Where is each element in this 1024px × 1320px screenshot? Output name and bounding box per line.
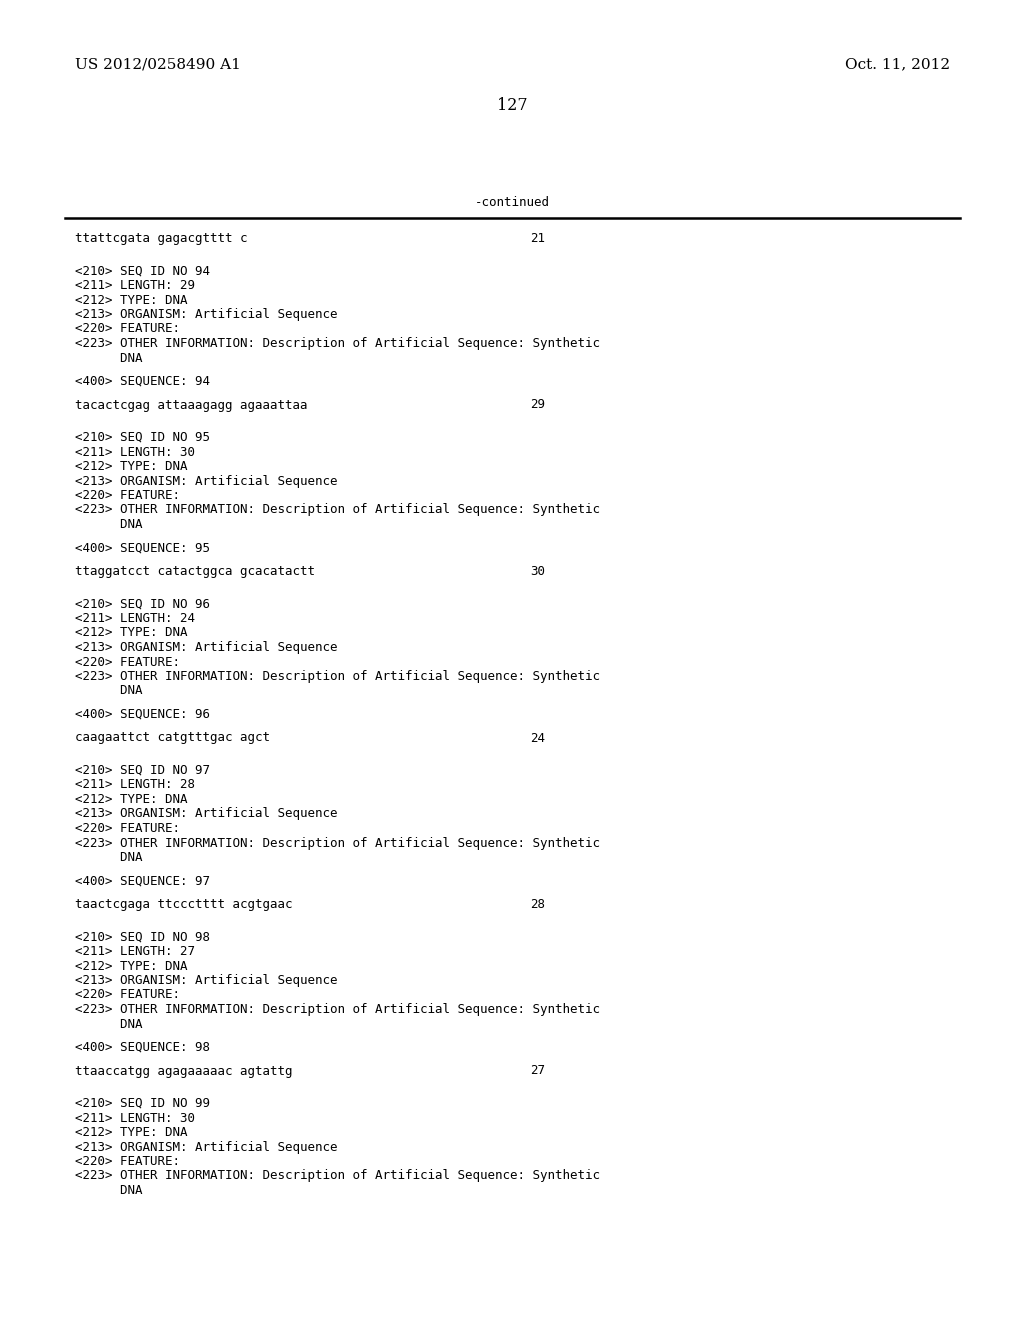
Text: <400> SEQUENCE: 94: <400> SEQUENCE: 94	[75, 375, 210, 388]
Text: <211> LENGTH: 28: <211> LENGTH: 28	[75, 779, 195, 792]
Text: <213> ORGANISM: Artificial Sequence: <213> ORGANISM: Artificial Sequence	[75, 1140, 338, 1154]
Text: <220> FEATURE:: <220> FEATURE:	[75, 989, 180, 1002]
Text: <213> ORGANISM: Artificial Sequence: <213> ORGANISM: Artificial Sequence	[75, 474, 338, 487]
Text: 21: 21	[530, 232, 545, 246]
Text: 127: 127	[497, 96, 527, 114]
Text: Oct. 11, 2012: Oct. 11, 2012	[845, 57, 950, 71]
Text: US 2012/0258490 A1: US 2012/0258490 A1	[75, 57, 241, 71]
Text: <213> ORGANISM: Artificial Sequence: <213> ORGANISM: Artificial Sequence	[75, 974, 338, 987]
Text: DNA: DNA	[75, 1184, 142, 1197]
Text: 24: 24	[530, 731, 545, 744]
Text: <220> FEATURE:: <220> FEATURE:	[75, 822, 180, 836]
Text: DNA: DNA	[75, 851, 142, 865]
Text: DNA: DNA	[75, 351, 142, 364]
Text: 27: 27	[530, 1064, 545, 1077]
Text: <211> LENGTH: 30: <211> LENGTH: 30	[75, 446, 195, 458]
Text: ttattcgata gagacgtttt c: ttattcgata gagacgtttt c	[75, 232, 248, 246]
Text: <212> TYPE: DNA: <212> TYPE: DNA	[75, 459, 187, 473]
Text: <223> OTHER INFORMATION: Description of Artificial Sequence: Synthetic: <223> OTHER INFORMATION: Description of …	[75, 671, 600, 682]
Text: DNA: DNA	[75, 1018, 142, 1031]
Text: <220> FEATURE:: <220> FEATURE:	[75, 322, 180, 335]
Text: <212> TYPE: DNA: <212> TYPE: DNA	[75, 627, 187, 639]
Text: 30: 30	[530, 565, 545, 578]
Text: <212> TYPE: DNA: <212> TYPE: DNA	[75, 1126, 187, 1139]
Text: 28: 28	[530, 898, 545, 911]
Text: <223> OTHER INFORMATION: Description of Artificial Sequence: Synthetic: <223> OTHER INFORMATION: Description of …	[75, 1003, 600, 1016]
Text: DNA: DNA	[75, 517, 142, 531]
Text: <212> TYPE: DNA: <212> TYPE: DNA	[75, 793, 187, 807]
Text: <210> SEQ ID NO 99: <210> SEQ ID NO 99	[75, 1097, 210, 1110]
Text: <223> OTHER INFORMATION: Description of Artificial Sequence: Synthetic: <223> OTHER INFORMATION: Description of …	[75, 837, 600, 850]
Text: <213> ORGANISM: Artificial Sequence: <213> ORGANISM: Artificial Sequence	[75, 308, 338, 321]
Text: <210> SEQ ID NO 97: <210> SEQ ID NO 97	[75, 764, 210, 777]
Text: <210> SEQ ID NO 96: <210> SEQ ID NO 96	[75, 598, 210, 610]
Text: <211> LENGTH: 27: <211> LENGTH: 27	[75, 945, 195, 958]
Text: <400> SEQUENCE: 95: <400> SEQUENCE: 95	[75, 541, 210, 554]
Text: <400> SEQUENCE: 97: <400> SEQUENCE: 97	[75, 874, 210, 887]
Text: <212> TYPE: DNA: <212> TYPE: DNA	[75, 960, 187, 973]
Text: <212> TYPE: DNA: <212> TYPE: DNA	[75, 293, 187, 306]
Text: caagaattct catgtttgac agct: caagaattct catgtttgac agct	[75, 731, 270, 744]
Text: <211> LENGTH: 30: <211> LENGTH: 30	[75, 1111, 195, 1125]
Text: <210> SEQ ID NO 95: <210> SEQ ID NO 95	[75, 432, 210, 444]
Text: <223> OTHER INFORMATION: Description of Artificial Sequence: Synthetic: <223> OTHER INFORMATION: Description of …	[75, 337, 600, 350]
Text: <223> OTHER INFORMATION: Description of Artificial Sequence: Synthetic: <223> OTHER INFORMATION: Description of …	[75, 1170, 600, 1183]
Text: DNA: DNA	[75, 685, 142, 697]
Text: -continued: -continued	[474, 195, 550, 209]
Text: <210> SEQ ID NO 98: <210> SEQ ID NO 98	[75, 931, 210, 944]
Text: <220> FEATURE:: <220> FEATURE:	[75, 1155, 180, 1168]
Text: <220> FEATURE:: <220> FEATURE:	[75, 656, 180, 668]
Text: <213> ORGANISM: Artificial Sequence: <213> ORGANISM: Artificial Sequence	[75, 808, 338, 821]
Text: <220> FEATURE:: <220> FEATURE:	[75, 488, 180, 502]
Text: taactcgaga ttccctttt acgtgaac: taactcgaga ttccctttt acgtgaac	[75, 898, 293, 911]
Text: <400> SEQUENCE: 96: <400> SEQUENCE: 96	[75, 708, 210, 721]
Text: <211> LENGTH: 24: <211> LENGTH: 24	[75, 612, 195, 624]
Text: 29: 29	[530, 399, 545, 412]
Text: <213> ORGANISM: Artificial Sequence: <213> ORGANISM: Artificial Sequence	[75, 642, 338, 653]
Text: tacactcgag attaaagagg agaaattaa: tacactcgag attaaagagg agaaattaa	[75, 399, 307, 412]
Text: ttaggatcct catactggca gcacatactt: ttaggatcct catactggca gcacatactt	[75, 565, 315, 578]
Text: ttaaccatgg agagaaaaac agtattg: ttaaccatgg agagaaaaac agtattg	[75, 1064, 293, 1077]
Text: <210> SEQ ID NO 94: <210> SEQ ID NO 94	[75, 264, 210, 277]
Text: <223> OTHER INFORMATION: Description of Artificial Sequence: Synthetic: <223> OTHER INFORMATION: Description of …	[75, 503, 600, 516]
Text: <211> LENGTH: 29: <211> LENGTH: 29	[75, 279, 195, 292]
Text: <400> SEQUENCE: 98: <400> SEQUENCE: 98	[75, 1041, 210, 1053]
